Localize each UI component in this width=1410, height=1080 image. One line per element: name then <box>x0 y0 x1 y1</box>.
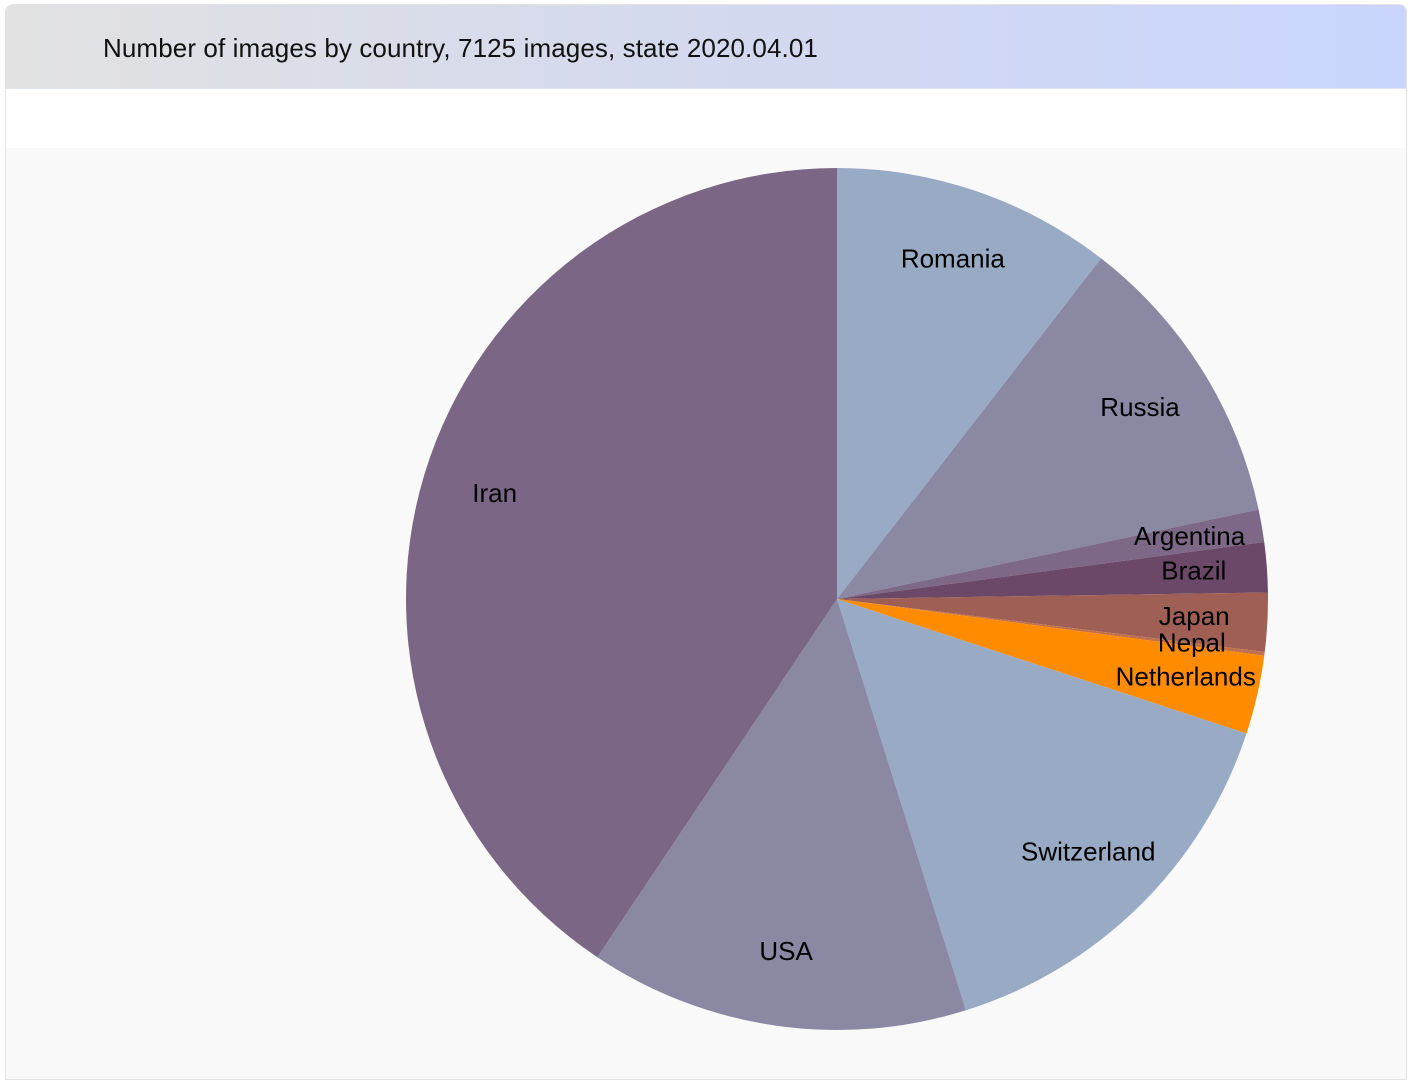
pie-label-switzerland: Switzerland <box>1021 837 1155 867</box>
pie-label-romania: Romania <box>901 243 1006 273</box>
pie-label-usa: USA <box>759 936 813 966</box>
pie-slice-switzerland <box>837 599 1247 1011</box>
pie-slice-netherlands <box>837 599 1265 734</box>
chart-panel: Number of images by country, 7125 images… <box>5 4 1407 1080</box>
pie-slice-usa <box>597 599 966 1030</box>
chart-title: Number of images by country, 7125 images… <box>103 33 818 63</box>
pie-slice-romania <box>837 168 1102 599</box>
pie-slice-iran <box>406 168 837 958</box>
chart-area: Romania Russia Argentina Brazil Japan Nepal Ne… <box>6 148 1406 1079</box>
pie-slice-japan <box>837 592 1268 652</box>
pie-slice-brazil <box>837 542 1268 599</box>
pie-label-netherlands: Netherlands <box>1116 662 1256 692</box>
pie-label-brazil: Brazil <box>1161 555 1226 585</box>
pie-slices <box>406 168 1268 1030</box>
pie-slice-argentina <box>837 509 1265 599</box>
pie-label-iran: Iran <box>472 478 517 508</box>
pie-slice-russia <box>837 258 1259 599</box>
pie-label-japan: Japan <box>1159 601 1230 631</box>
pie-slice-nepal <box>837 599 1265 656</box>
pie-label-russia: Russia <box>1100 392 1180 422</box>
pie-label-argentina: Argentina <box>1134 521 1246 551</box>
pie-label-nepal: Nepal <box>1158 627 1226 657</box>
panel-header: Number of images by country, 7125 images… <box>6 5 1406 89</box>
